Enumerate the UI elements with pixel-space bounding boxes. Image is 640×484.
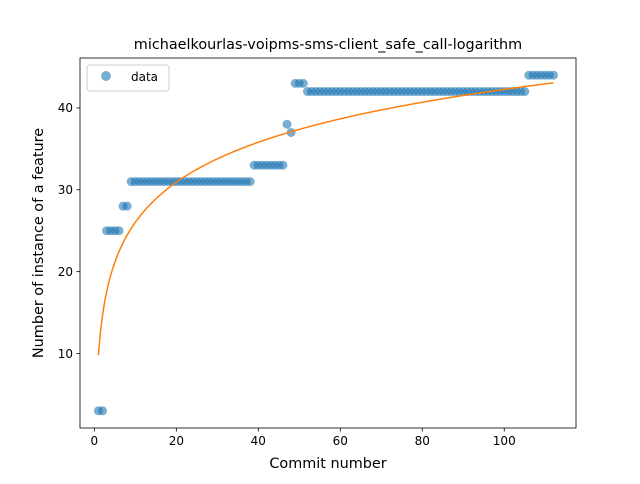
chart-title: michaelkourlas-voipms-sms-client_safe_ca… <box>134 37 522 53</box>
y-axis-label: Number of instance of a feature <box>31 128 47 358</box>
data-point <box>520 87 530 97</box>
axis-ticks: 0 20 40 60 80 100 10 20 30 40 <box>58 101 516 448</box>
legend-marker-data <box>101 71 111 81</box>
axes-frame <box>79 57 577 429</box>
x-tick-label: 20 <box>169 434 184 448</box>
data-point <box>548 70 558 80</box>
legend-label-data: data <box>131 70 158 84</box>
x-tick-label: 60 <box>333 434 348 448</box>
x-tick-label: 100 <box>493 434 516 448</box>
plot-area <box>93 70 558 416</box>
data-point <box>282 119 292 129</box>
y-tick-label: 20 <box>58 265 73 279</box>
data-point <box>114 226 124 236</box>
data-point <box>122 201 132 211</box>
y-tick-label: 40 <box>58 101 73 115</box>
y-tick-label: 10 <box>58 347 73 361</box>
x-tick-label: 40 <box>251 434 266 448</box>
y-tick-label: 30 <box>58 183 73 197</box>
legend: data <box>86 64 170 92</box>
x-tick-label: 80 <box>415 434 430 448</box>
data-point <box>278 160 288 170</box>
x-tick-label: 0 <box>91 434 99 448</box>
data-point <box>98 406 108 416</box>
data-point <box>298 78 308 88</box>
fit-line <box>97 82 554 356</box>
x-axis-label: Commit number <box>269 456 386 472</box>
data-point <box>245 177 255 187</box>
